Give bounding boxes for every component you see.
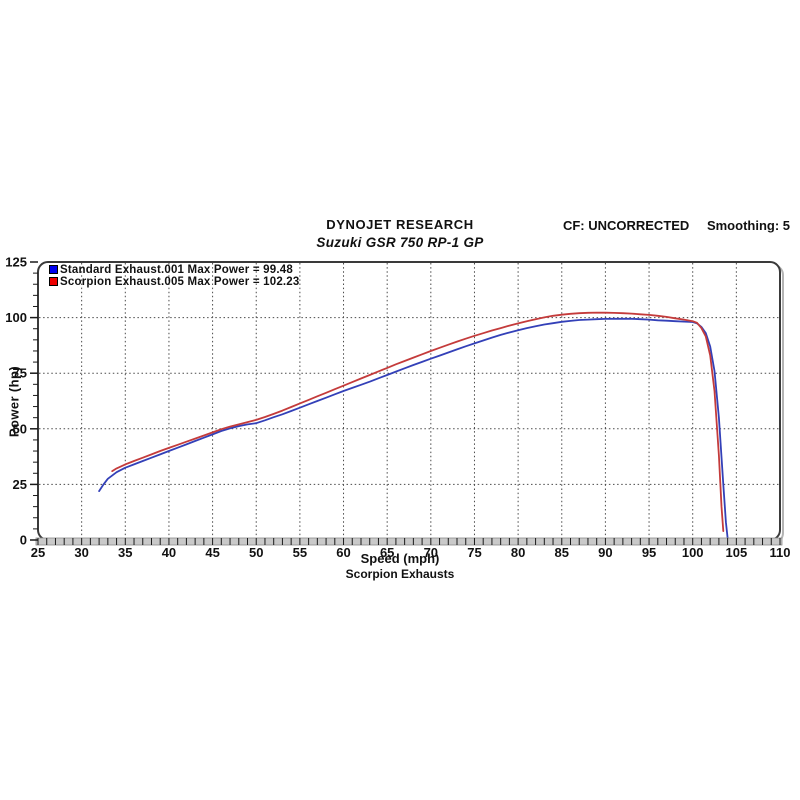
x-axis-title: Speed (mph) [360, 551, 440, 566]
x-tick-label: 75 [467, 545, 481, 560]
footer-caption: Scorpion Exhausts [345, 567, 455, 581]
standard-series-swatch [49, 265, 58, 274]
y-tick-label: 50 [13, 421, 27, 436]
y-tick-label: 75 [13, 366, 27, 381]
scorpion-exhaust-curve [111, 311, 725, 532]
x-tick-label: 25 [31, 545, 45, 560]
company-title: DYNOJET RESEARCH [326, 217, 474, 232]
x-axis-bar [35, 537, 783, 546]
x-tick-label: 30 [74, 545, 88, 560]
legend-row-standard: Standard Exhaust.001 Max Power = 99.48 [49, 263, 300, 276]
x-tick-label: 60 [336, 545, 350, 560]
y-axis-title: Power (hp) [6, 365, 22, 438]
plot-background [38, 262, 780, 540]
smoothing-label: Smoothing: 5 [706, 218, 790, 233]
correction-info: CF: UNCORRECTED Smoothing: 5 [563, 218, 790, 233]
cf-label: CF: UNCORRECTED [562, 218, 690, 233]
scorpion-series-label: Scorpion Exhaust.005 Max Power = 102.23 [60, 275, 300, 288]
x-tick-label: 65 [380, 545, 394, 560]
standard-exhaust-curve [98, 317, 729, 539]
x-tick-label: 55 [293, 545, 307, 560]
x-tick-label: 40 [162, 545, 176, 560]
x-tick-label: 110 [770, 545, 791, 560]
x-tick-label: 105 [726, 545, 748, 560]
y-tick-label: 125 [5, 255, 27, 270]
legend-row-scorpion: Scorpion Exhaust.005 Max Power = 102.23 [49, 275, 300, 288]
y-tick-label: 100 [5, 310, 27, 325]
x-tick-label: 100 [682, 545, 704, 560]
x-tick-label: 50 [249, 545, 263, 560]
legend: Standard Exhaust.001 Max Power = 99.48 S… [49, 264, 300, 288]
x-tick-label: 95 [642, 545, 656, 560]
chart-header: DYNOJET RESEARCH Suzuki GSR 750 RP-1 GP [0, 218, 800, 250]
x-tick-label: 70 [424, 545, 438, 560]
x-tick-label: 35 [118, 545, 132, 560]
y-tick-label: 25 [13, 477, 27, 492]
x-tick-label: 85 [555, 545, 569, 560]
standard-series-label: Standard Exhaust.001 Max Power = 99.48 [60, 263, 293, 276]
chart-title: Suzuki GSR 750 RP-1 GP [316, 235, 484, 250]
scorpion-series-swatch [49, 277, 58, 286]
y-tick-label: 0 [20, 533, 27, 548]
x-tick-label: 45 [205, 545, 219, 560]
x-tick-label: 90 [598, 545, 612, 560]
x-tick-label: 80 [511, 545, 525, 560]
